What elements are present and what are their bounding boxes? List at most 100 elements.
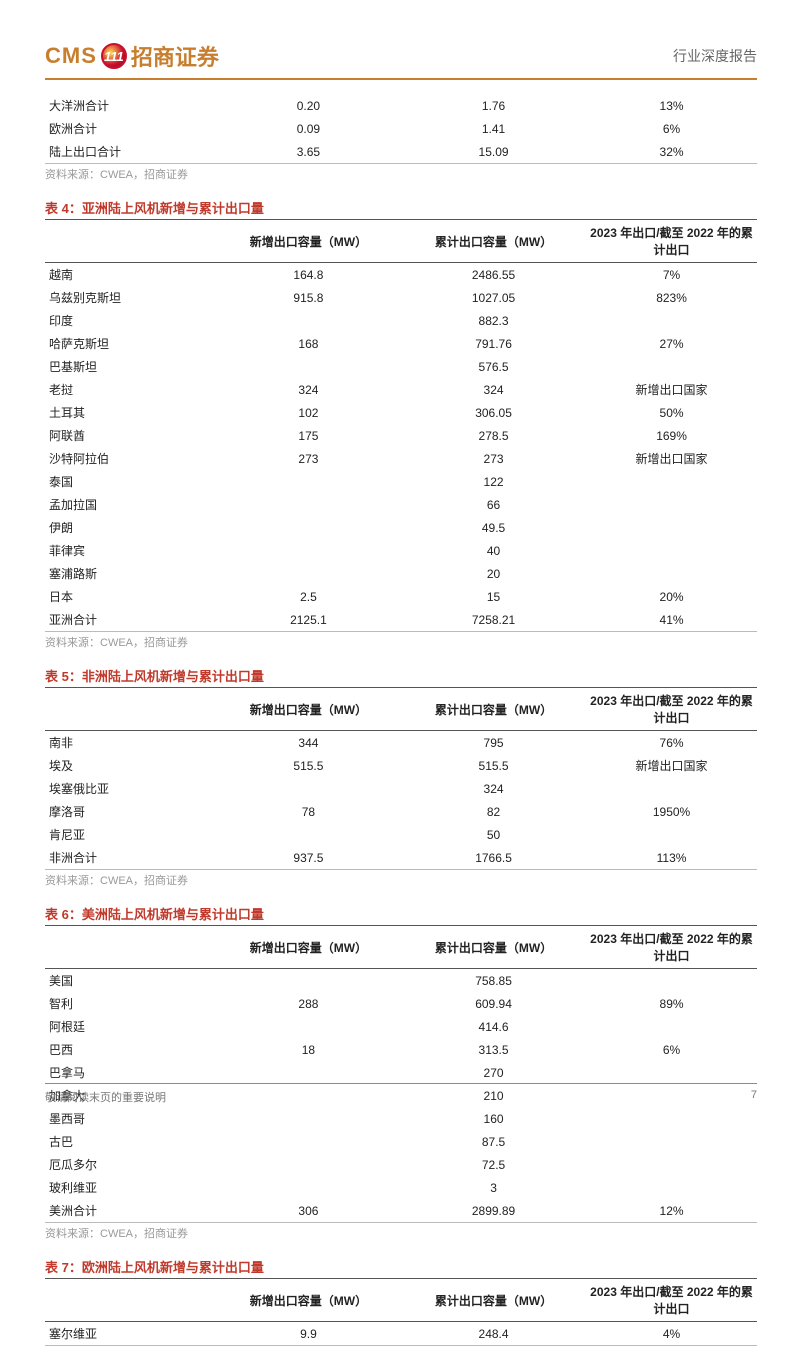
- table-cell: 515.5: [401, 754, 586, 777]
- table-row: 塞浦路斯 20: [45, 562, 757, 585]
- table-cell: [216, 823, 401, 846]
- table5-name: 非洲陆上风机新增与累计出口量: [82, 669, 264, 684]
- table-cell: 32%: [586, 140, 757, 164]
- table5-col0: [45, 688, 216, 731]
- logo-cms-text: CMS: [45, 43, 97, 69]
- table-row: 南非34479576%: [45, 731, 757, 755]
- table-row: 美国758.85: [45, 969, 757, 993]
- table6-col1: 新增出口容量（MW）: [216, 926, 401, 969]
- table-cell: 72.5: [401, 1153, 586, 1176]
- table-cell: 20: [401, 562, 586, 585]
- table-cell: 78: [216, 800, 401, 823]
- table-cell: [586, 470, 757, 493]
- table-cell: 新增出口国家: [586, 754, 757, 777]
- logo-icon: 111: [101, 43, 127, 69]
- table7-col2: 累计出口容量（MW）: [401, 1279, 586, 1322]
- table-cell: [216, 355, 401, 378]
- table-cell: 2899.89: [401, 1199, 586, 1223]
- table-row: 巴西18313.56%: [45, 1038, 757, 1061]
- table-cell: 非洲合计: [45, 846, 216, 870]
- table-cell: 南非: [45, 731, 216, 755]
- table-row: 越南164.82486.557%: [45, 263, 757, 287]
- table-cell: 313.5: [401, 1038, 586, 1061]
- footer-disclaimer: 敬请阅读末页的重要说明: [45, 1089, 166, 1105]
- table-cell: 164.8: [216, 263, 401, 287]
- table-cell: 古巴: [45, 1130, 216, 1153]
- table-cell: 墨西哥: [45, 1107, 216, 1130]
- table-cell: [216, 470, 401, 493]
- table-cell: 2125.1: [216, 608, 401, 632]
- table-row: 肯尼亚50: [45, 823, 757, 846]
- table-cell: [586, 969, 757, 993]
- table6-title: 表 6：美洲陆上风机新增与累计出口量: [45, 904, 757, 923]
- table-cell: 278.5: [401, 424, 586, 447]
- table-row: 亚洲合计2125.17258.2141%: [45, 608, 757, 632]
- table-cell: 泰国: [45, 470, 216, 493]
- table-cell: 89%: [586, 992, 757, 1015]
- table-cell: 6%: [586, 1038, 757, 1061]
- table5: 新增出口容量（MW） 累计出口容量（MW） 2023 年出口/截至 2022 年…: [45, 687, 757, 870]
- table-row: 阿根廷414.6: [45, 1015, 757, 1038]
- table-cell: 印度: [45, 309, 216, 332]
- table-cell: 27%: [586, 332, 757, 355]
- company-name: 招商证券: [131, 40, 219, 72]
- table-cell: 823%: [586, 286, 757, 309]
- table-cell: 日本: [45, 585, 216, 608]
- table-cell: [216, 493, 401, 516]
- table4-col3: 2023 年出口/截至 2022 年的累计出口: [586, 220, 757, 263]
- table-cell: 113%: [586, 846, 757, 870]
- table-cell: 0.20: [216, 94, 401, 117]
- table-cell: 亚洲合计: [45, 608, 216, 632]
- table-row: 印度 882.3: [45, 309, 757, 332]
- table-row: 泰国122: [45, 470, 757, 493]
- table-row: 巴基斯坦576.5: [45, 355, 757, 378]
- table-cell: 土耳其: [45, 401, 216, 424]
- table-cell: [216, 969, 401, 993]
- table4-col1: 新增出口容量（MW）: [216, 220, 401, 263]
- table7-col3: 2023 年出口/截至 2022 年的累计出口: [586, 1279, 757, 1322]
- table7-name: 欧洲陆上风机新增与累计出口量: [82, 1260, 264, 1275]
- table-cell: 塞浦路斯: [45, 562, 216, 585]
- table-cell: 哈萨克斯坦: [45, 332, 216, 355]
- table-cell: 菲律宾: [45, 539, 216, 562]
- table-row: 老挝324324新增出口国家: [45, 378, 757, 401]
- table-cell: 乌兹别克斯坦: [45, 286, 216, 309]
- table-cell: 7%: [586, 263, 757, 287]
- table-cell: 阿根廷: [45, 1015, 216, 1038]
- table6-name: 美洲陆上风机新增与累计出口量: [82, 907, 264, 922]
- table5-number: 表 5：: [45, 669, 82, 684]
- table-row: 孟加拉国66: [45, 493, 757, 516]
- table4-col2: 累计出口容量（MW）: [401, 220, 586, 263]
- table-cell: 273: [216, 447, 401, 470]
- table-cell: 576.5: [401, 355, 586, 378]
- table-cell: 515.5: [216, 754, 401, 777]
- table-cell: 15.09: [401, 140, 586, 164]
- table-cell: [586, 1176, 757, 1199]
- table-cell: 2486.55: [401, 263, 586, 287]
- table-row: 阿联酋175278.5169%: [45, 424, 757, 447]
- table5-title: 表 5：非洲陆上风机新增与累计出口量: [45, 666, 757, 685]
- table-cell: [216, 1061, 401, 1084]
- table-cell: [586, 539, 757, 562]
- table-row: 大洋洲合计0.201.7613%: [45, 94, 757, 117]
- document-type: 行业深度报告: [673, 46, 757, 66]
- table-cell: 609.94: [401, 992, 586, 1015]
- table-cell: 50: [401, 823, 586, 846]
- table4: 新增出口容量（MW） 累计出口容量（MW） 2023 年出口/截至 2022 年…: [45, 219, 757, 632]
- table-cell: 1027.05: [401, 286, 586, 309]
- table-row: 土耳其102306.0550%: [45, 401, 757, 424]
- table-row: 沙特阿拉伯273273新增出口国家: [45, 447, 757, 470]
- table-cell: 美洲合计: [45, 1199, 216, 1223]
- table-cell: 882.3: [401, 309, 586, 332]
- table-row: 古巴87.5: [45, 1130, 757, 1153]
- table-cell: 270: [401, 1061, 586, 1084]
- table5-col3: 2023 年出口/截至 2022 年的累计出口: [586, 688, 757, 731]
- table-cell: [216, 1015, 401, 1038]
- table-cell: 1950%: [586, 800, 757, 823]
- table-cell: [216, 309, 401, 332]
- summary-table: 大洋洲合计0.201.7613%欧洲合计0.091.416%陆上出口合计3.65…: [45, 94, 757, 164]
- table-cell: 1.41: [401, 117, 586, 140]
- table-cell: [586, 1107, 757, 1130]
- table-cell: [216, 1107, 401, 1130]
- table-cell: 新增出口国家: [586, 447, 757, 470]
